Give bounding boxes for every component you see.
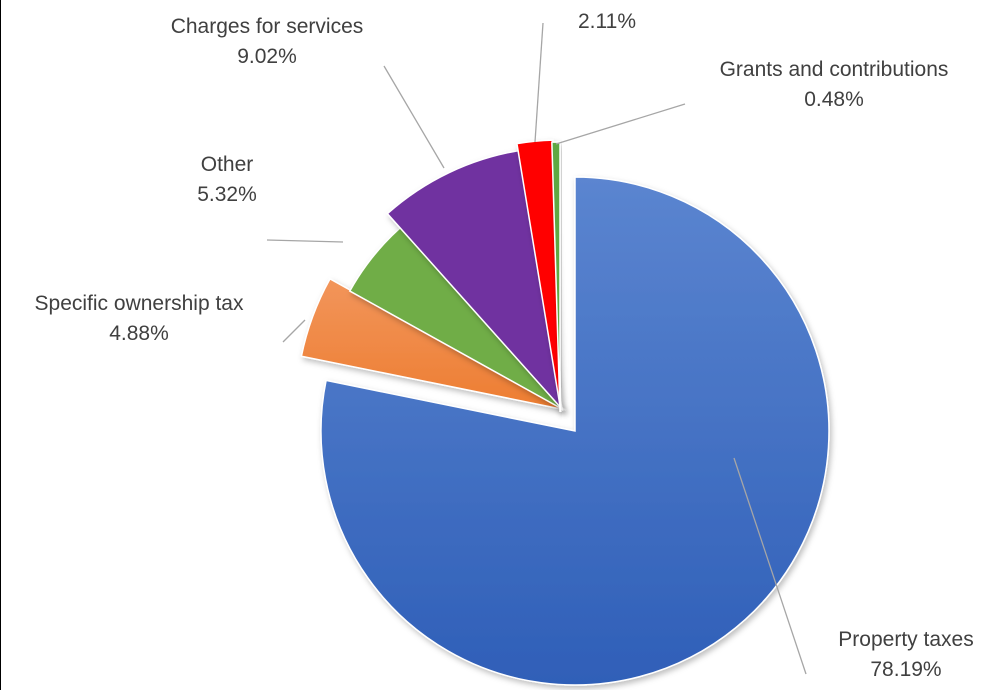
data-label-investment-income: Investment income 2.11% [519, 0, 695, 33]
pie-slice-grants-and-contributions [551, 141, 561, 413]
data-label-value: 9.02% [237, 45, 297, 68]
leader-line-grants-and-contributions [555, 103, 686, 145]
data-label-specific-ownership-tax: Specific ownership tax 4.88% [35, 292, 244, 345]
leader-line-other [266, 239, 344, 243]
pie-slice-property-taxes [320, 176, 830, 686]
leader-line-investment-income [534, 22, 544, 143]
data-label-other: Other 5.32% [197, 153, 257, 206]
data-label-value: 2.11% [578, 10, 636, 33]
data-label-name: Specific ownership tax [35, 292, 244, 315]
leader-line-property-taxes [733, 457, 807, 675]
leader-line-charges-for-services [383, 65, 445, 169]
data-label-value: 5.32% [197, 183, 257, 206]
data-label-name: Grants and contributions [720, 58, 949, 81]
data-label-grants-and-contributions: Grants and contributions 0.48% [720, 58, 949, 111]
leader-line-specific-ownership-tax [282, 319, 306, 343]
data-label-value: 0.48% [804, 88, 864, 111]
data-label-value: 4.88% [109, 322, 169, 345]
data-label-name: Investment income [519, 0, 695, 3]
data-label-property-taxes: Property taxes 78.19% [838, 628, 973, 681]
pie-slice-specific-ownership-tax [300, 277, 567, 411]
data-label-name: Other [201, 153, 254, 176]
data-label-name: Charges for services [171, 15, 364, 38]
data-label-charges-for-services: Charges for services 9.02% [171, 15, 364, 68]
pie-slice-charges-for-services [386, 149, 564, 412]
data-label-name: Property taxes [838, 628, 973, 651]
data-label-value: 78.19% [870, 658, 941, 681]
